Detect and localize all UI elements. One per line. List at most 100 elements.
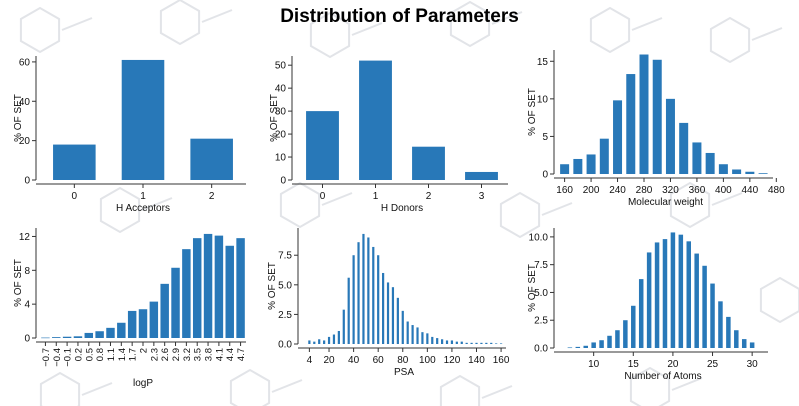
bar	[192, 238, 202, 338]
bar	[465, 342, 468, 344]
x-axis-label: Molecular weight	[628, 197, 703, 208]
bar	[182, 249, 191, 338]
bar	[95, 331, 104, 338]
bar	[718, 301, 723, 348]
bar	[575, 346, 581, 348]
bar	[450, 340, 454, 344]
bar	[416, 327, 419, 344]
y-axis-label: % OF SET	[13, 259, 24, 307]
bar	[560, 164, 570, 174]
bar	[362, 233, 365, 344]
bar	[53, 144, 96, 180]
bar	[190, 138, 233, 180]
chart-h-acceptors: 0 20 40 60 0 1 2 H Acceptors % OF SET	[13, 56, 246, 214]
x-tick-label: 2.3	[149, 348, 160, 361]
x-tick-label: 400	[715, 185, 732, 196]
bar	[732, 169, 742, 174]
x-axis-label: H Donors	[381, 203, 423, 214]
y-axis-label: % OF SET	[527, 88, 538, 136]
bar	[313, 341, 316, 344]
y-tick-label: 7.5	[534, 260, 548, 271]
bar	[377, 255, 380, 344]
chart-number-of-atoms: 0.0 2.5 5.0 7.5 10.0 10 15 20 25 30 Number of Atom…	[527, 228, 768, 382]
chart-molecular-weight: 0 5 10 15 160 200 240 280 320 360 400 440 480 Molecul…	[527, 50, 785, 208]
chart-psa: 0.0 2.5 5.0 7.5 4 20 40 60 80 100 120 140 160 PSA % OF…	[267, 228, 510, 378]
bar	[160, 283, 169, 338]
bars	[560, 54, 768, 174]
x-tick-label: 1	[140, 191, 146, 202]
y-tick-label: 20	[19, 136, 31, 147]
x-tick-label: 2	[209, 191, 215, 202]
x-tick-label: 0	[72, 191, 78, 202]
bar	[323, 340, 326, 344]
x-axis-label: Number of Atoms	[624, 371, 701, 382]
bar	[692, 142, 702, 174]
bars	[567, 232, 755, 349]
y-tick-label: 2.5	[278, 310, 292, 321]
x-tick-label: 480	[768, 185, 785, 196]
y-tick-label: 0	[280, 176, 286, 187]
bar	[127, 310, 137, 338]
bar	[121, 59, 165, 180]
x-tick-label: 1.7	[128, 348, 139, 361]
bar	[615, 330, 620, 348]
x-axis-label: logP	[133, 378, 153, 389]
bar	[359, 60, 392, 181]
bars	[308, 233, 503, 345]
x-tick-label: 1.4	[117, 348, 128, 361]
x-tick-label: 2	[426, 191, 432, 202]
bar	[52, 337, 61, 338]
bar	[460, 341, 463, 344]
x-tick-label: 0	[320, 191, 326, 202]
bar	[599, 340, 604, 348]
bar	[106, 327, 115, 338]
x-tick-label: 280	[636, 185, 653, 196]
y-tick-label: 40	[19, 97, 31, 108]
x-tick-label: 10	[588, 359, 600, 370]
x-tick-label: 160	[556, 185, 573, 196]
y-tick-label: 15	[537, 57, 549, 68]
x-tick-label: 0.8	[95, 348, 106, 361]
y-tick-label: 5.0	[534, 288, 548, 299]
x-tick-label: 4	[307, 355, 313, 366]
y-tick-label: 30	[275, 107, 287, 118]
x-axis-label: PSA	[394, 367, 414, 378]
bar	[382, 272, 385, 344]
bar	[607, 335, 612, 348]
x-tick-label: 25	[707, 359, 719, 370]
bar	[84, 332, 94, 338]
bar	[470, 342, 473, 344]
page-title: Distribution of Parameters	[280, 6, 519, 27]
bar	[749, 342, 755, 348]
y-axis-label: % OF SET	[13, 94, 24, 142]
bar	[638, 279, 644, 348]
x-tick-label: 3.8	[204, 348, 215, 361]
bar	[236, 238, 245, 338]
x-tick-label: 2.9	[171, 348, 182, 361]
x-tick-label: 20	[667, 359, 679, 370]
bar	[567, 347, 573, 349]
bar	[745, 171, 755, 174]
bar	[678, 234, 684, 348]
x-tick-label: 360	[689, 185, 706, 196]
x-tick-label: 160	[493, 355, 510, 366]
bar	[499, 343, 503, 345]
bar	[421, 332, 424, 344]
x-tick-label: 0.2	[73, 348, 84, 361]
y-tick-label: 0	[24, 176, 30, 187]
chart-h-donors: 0 10 20 30 40 50 0 1 2 3 H Donors % OF SET	[269, 56, 508, 214]
y-tick-label: 40	[275, 84, 287, 95]
bar	[396, 297, 399, 344]
bar	[391, 287, 395, 344]
y-tick-label: 5.0	[278, 280, 292, 291]
x-tick-label: 120	[444, 355, 461, 366]
x-tick-label: 4.4	[225, 348, 236, 361]
x-tick-label: −0.1	[63, 348, 74, 367]
bar	[586, 154, 596, 174]
y-tick-label: 20	[275, 130, 287, 141]
bar	[734, 330, 739, 348]
bar	[306, 111, 339, 180]
bars	[306, 60, 498, 181]
bar	[591, 342, 596, 348]
x-tick-label: −0.7	[41, 348, 52, 367]
